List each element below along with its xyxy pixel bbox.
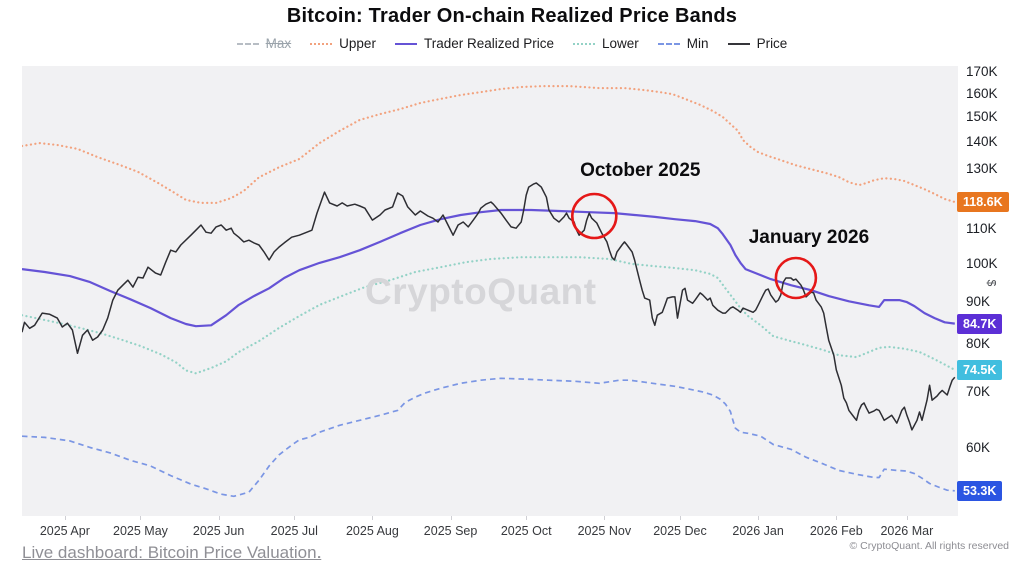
x-tick-2025-sep: 2025 Sep: [423, 524, 478, 538]
cryptoquant-watermark: CryptoQuant: [365, 271, 597, 312]
legend-marker: [657, 42, 680, 45]
x-tick-2026-jan: 2026 Jan: [732, 524, 784, 538]
x-tick-mark: [140, 516, 142, 520]
x-tick-2025-oct: 2025 Oct: [500, 524, 552, 538]
x-tick-mark: [372, 516, 374, 520]
y-tick-90K: 90K: [966, 293, 991, 309]
legend-item-max[interactable]: Max: [236, 36, 292, 51]
x-tick-2025-jul: 2025 Jul: [270, 524, 318, 538]
x-tick-mark: [450, 516, 452, 520]
x-tick-2025-nov: 2025 Nov: [577, 524, 632, 538]
x-tick-2025-jun: 2025 Jun: [192, 524, 245, 538]
annotation-label-october-2025: October 2025: [580, 159, 701, 181]
y-tick-160K: 160K: [966, 85, 998, 101]
x-tick-mark: [758, 516, 760, 520]
x-tick-mark: [218, 516, 220, 520]
y-tick-110K: 110K: [966, 221, 997, 237]
legend-item-lower[interactable]: Lower: [573, 36, 639, 51]
series-min: [22, 377, 955, 498]
x-tick-mark: [526, 516, 528, 520]
y-tick-100K: 100K: [966, 255, 998, 271]
series-lower: [22, 256, 956, 375]
x-tick-2025-aug: 2025 Aug: [345, 524, 399, 538]
legend-item-upper[interactable]: Upper: [310, 36, 376, 51]
y-axis-unit: $: [984, 279, 999, 287]
price-badge-53.3K: 53.3K: [957, 480, 1003, 501]
y-tick-140K: 140K: [966, 134, 998, 150]
annotation-circle-october-2025: [570, 192, 618, 240]
x-tick-2026-mar: 2026 Mar: [880, 524, 934, 538]
x-tick-2025-dec: 2025 Dec: [653, 524, 707, 538]
plot-area: CryptoQuant October 2025 January 2026: [22, 66, 958, 516]
series-upper: [22, 85, 956, 204]
legend-marker: [573, 42, 596, 45]
legend-item-min[interactable]: Min: [657, 36, 709, 51]
x-tick-mark: [604, 516, 606, 520]
legend-item-price[interactable]: Price: [727, 36, 788, 51]
y-tick-170K: 170K: [966, 64, 998, 79]
y-tick-80K: 80K: [966, 336, 991, 352]
x-tick-mark: [64, 516, 66, 520]
price-badge-84.7K: 84.7K: [957, 313, 1003, 334]
y-tick-70K: 70K: [966, 384, 991, 400]
price-badge-118.6K: 118.6K: [957, 192, 1009, 213]
legend-label: Upper: [339, 36, 376, 51]
annotation-label-january-2026: January 2026: [748, 226, 870, 248]
chart-title: Bitcoin: Trader On-chain Realized Price …: [286, 5, 738, 27]
legend-marker: [394, 42, 417, 45]
legend-marker: [310, 42, 333, 45]
legend-item-trader-realized-price[interactable]: Trader Realized Price: [394, 36, 555, 51]
annotation-circle-january-2026: [774, 256, 818, 300]
x-tick-mark: [294, 516, 296, 520]
x-tick-2025-may: 2025 May: [113, 524, 168, 538]
legend-label: Min: [686, 36, 709, 51]
legend-label: Price: [756, 36, 788, 51]
price-badge-74.5K: 74.5K: [957, 359, 1003, 380]
series-price: [22, 182, 956, 431]
live-dashboard-link[interactable]: Live dashboard: Bitcoin Price Valuation.: [22, 543, 322, 562]
x-tick-2026-feb: 2026 Feb: [809, 524, 863, 538]
legend-label: Trader Realized Price: [423, 36, 555, 51]
copyright-text: © CryptoQuant. All rights reserved: [849, 540, 1009, 552]
legend-label: Max: [265, 36, 292, 51]
y-tick-130K: 130K: [966, 160, 998, 176]
x-tick-mark: [906, 516, 908, 520]
series-trader-realized-price: [22, 208, 955, 328]
legend-marker: [236, 42, 259, 45]
legend-label: Lower: [602, 36, 639, 51]
y-tick-60K: 60K: [966, 440, 991, 456]
legend: Max Upper Trader Realized Price Lower Min Pri…: [0, 36, 1024, 51]
footer-suffix: .: [317, 543, 322, 562]
y-tick-150K: 150K: [966, 109, 998, 125]
x-tick-mark: [679, 516, 681, 520]
legend-marker: [727, 42, 750, 45]
chart-svg: [22, 85, 956, 498]
x-tick-mark: [836, 516, 838, 520]
x-tick-2025-apr: 2025 Apr: [39, 524, 90, 538]
